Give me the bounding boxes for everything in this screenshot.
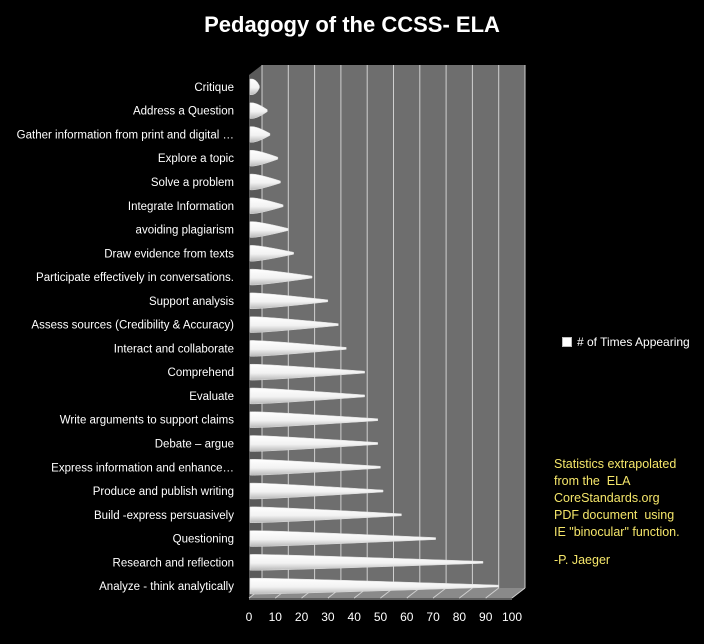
gridline-floor: [432, 587, 447, 599]
bar-mark: [249, 316, 339, 333]
y-category-label: Integrate Information: [128, 201, 234, 213]
bar-mark: [249, 102, 268, 119]
x-tick-label: 90: [479, 610, 493, 624]
x-tick-label: 30: [321, 610, 335, 624]
bar-mark: [249, 482, 384, 500]
y-category-label: Express information and enhance…: [51, 462, 234, 474]
y-category-label: Address a Question: [133, 106, 234, 118]
bar-mark: [249, 292, 329, 310]
x-tick-label: 20: [295, 610, 309, 624]
y-category-label: Comprehend: [168, 367, 234, 379]
legend-swatch: [562, 337, 572, 347]
y-category-label: Evaluate: [189, 391, 234, 403]
note-line: PDF document using: [554, 508, 675, 522]
chart-legend: # of Times Appearing: [562, 335, 690, 349]
source-note: Statistics extrapolated from the ELA Cor…: [554, 456, 704, 569]
note-author: -P. Jaeger: [554, 553, 611, 567]
note-line: CoreStandards.org: [554, 491, 660, 505]
bar-mark: [249, 245, 294, 262]
y-category-label: Solve a problem: [151, 177, 234, 189]
x-tick-label: 70: [426, 610, 440, 624]
y-category-label: Interact and collaborate: [114, 343, 234, 355]
y-category-label: Explore a topic: [158, 153, 234, 165]
gridline-floor: [511, 587, 526, 599]
x-tick-label: 10: [269, 610, 283, 624]
bar-mark: [249, 197, 284, 214]
bar-mark: [249, 387, 365, 405]
y-category-label: Gather information from print and digita…: [17, 129, 234, 141]
x-tick-label: 50: [374, 610, 388, 624]
legend-label: # of Times Appearing: [577, 335, 690, 349]
bar-mark: [249, 554, 484, 571]
y-category-label: Critique: [194, 82, 234, 94]
gridline-floor: [485, 587, 500, 599]
bar-mark: [249, 577, 500, 595]
y-category-label: Questioning: [173, 534, 234, 546]
note-line: from the ELA: [554, 474, 631, 488]
bar-mark: [249, 411, 379, 428]
bar-mark: [249, 149, 279, 167]
x-tick-label: 0: [246, 610, 253, 624]
y-category-label: Produce and publish writing: [93, 486, 234, 498]
bar-mark: [249, 363, 365, 381]
bar-mark: [249, 340, 347, 357]
note-line: IE "binocular" function.: [554, 525, 680, 539]
y-category-label: Draw evidence from texts: [104, 248, 234, 260]
y-category-label: Research and reflection: [113, 557, 234, 569]
bar-mark: [249, 173, 281, 191]
y-category-label: Write arguments to support claims: [60, 415, 235, 427]
chart-title: Pedagogy of the CCSS- ELA: [204, 12, 500, 37]
y-category-label: avoiding plagiarism: [136, 225, 234, 237]
y-category-label: Assess sources (Credibility & Accuracy): [31, 320, 234, 332]
bar-mark: [249, 506, 402, 523]
bar-mark: [249, 435, 379, 452]
x-tick-label: 80: [453, 610, 467, 624]
x-tick-label: 40: [348, 610, 362, 624]
bar-mark: [249, 78, 260, 96]
gridline-floor: [459, 587, 473, 599]
bar-mark: [249, 126, 271, 143]
note-line: Statistics extrapolated: [554, 457, 677, 471]
y-category-label: Analyze - think analytically: [99, 581, 234, 593]
y-category-label: Support analysis: [149, 296, 234, 308]
bar-mark: [249, 268, 313, 286]
bar-mark: [249, 221, 289, 238]
bar-mark: [249, 459, 381, 476]
bar-mark: [249, 530, 436, 547]
y-category-label: Build -express persuasively: [94, 510, 234, 522]
y-category-label: Participate effectively in conversations…: [36, 272, 234, 284]
y-category-label: Debate – argue: [155, 438, 234, 450]
x-tick-label: 60: [400, 610, 414, 624]
x-tick-label: 100: [502, 610, 522, 624]
